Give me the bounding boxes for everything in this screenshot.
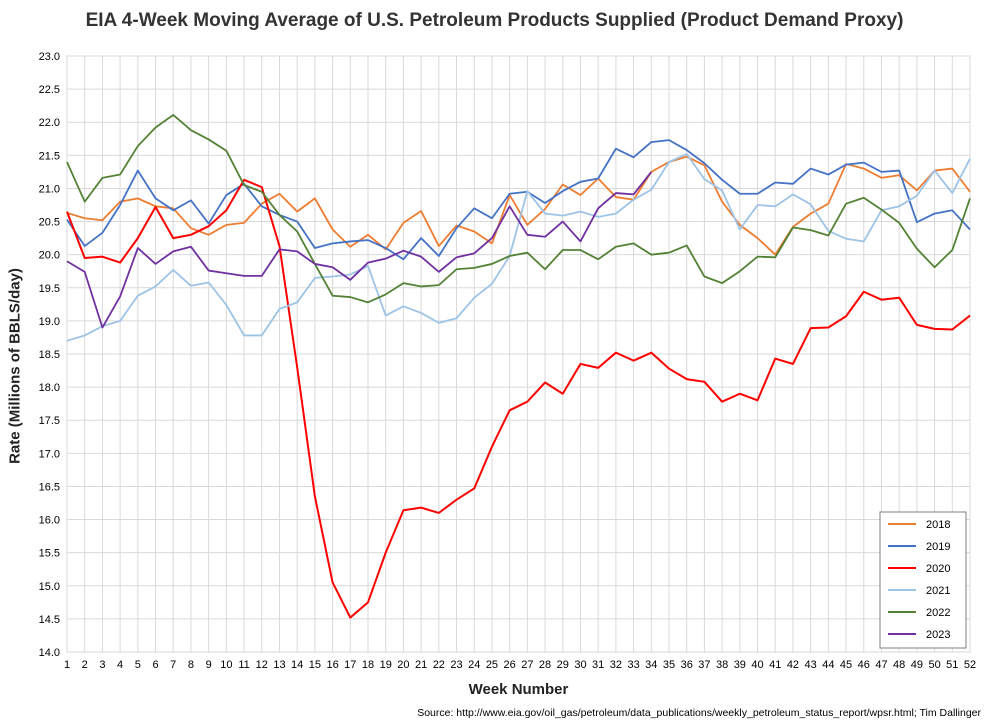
x-tick-label: 42 xyxy=(787,659,799,671)
x-tick-label: 37 xyxy=(698,659,710,671)
series-line-2021 xyxy=(66,153,971,342)
x-tick-label: 17 xyxy=(344,659,356,671)
x-tick-label: 35 xyxy=(663,659,675,671)
y-tick-label: 15.0 xyxy=(39,581,60,593)
legend-label-2021: 2021 xyxy=(926,585,950,597)
y-tick-label: 19.5 xyxy=(39,283,60,295)
y-tick-label: 16.5 xyxy=(39,481,60,493)
x-tick-label: 13 xyxy=(273,659,285,671)
y-tick-label: 21.0 xyxy=(39,183,60,195)
y-tick-label: 17.0 xyxy=(39,448,60,460)
x-tick-label: 3 xyxy=(99,659,105,671)
x-tick-label: 49 xyxy=(911,659,923,671)
x-tick-label: 44 xyxy=(822,659,834,671)
x-tick-label: 41 xyxy=(769,659,781,671)
x-tick-label: 1 xyxy=(64,659,70,671)
y-tick-label: 18.5 xyxy=(39,349,60,361)
x-tick-label: 23 xyxy=(450,659,462,671)
series-line-2019 xyxy=(66,139,971,261)
legend-label-2019: 2019 xyxy=(926,541,950,553)
legend: 2018 2019 2020 2021 2022 2023 xyxy=(879,511,967,649)
x-tick-label: 18 xyxy=(362,659,374,671)
x-tick-label: 38 xyxy=(716,659,728,671)
y-tick-label: 23.0 xyxy=(39,51,60,63)
x-tick-label: 28 xyxy=(539,659,551,671)
x-tick-label: 48 xyxy=(893,659,905,671)
legend-label-2018: 2018 xyxy=(926,519,950,531)
x-tick-label: 6 xyxy=(152,659,158,671)
tick-layer: 14.0 14.5 15.0 15.5 16.0 16.5 17.0 17.5 18.0 18.5… xyxy=(39,51,977,671)
x-tick-label: 14 xyxy=(291,659,303,671)
x-tick-label: 40 xyxy=(751,659,763,671)
chart-title: EIA 4-Week Moving Average of U.S. Petrol… xyxy=(85,10,904,31)
x-tick-label: 20 xyxy=(397,659,409,671)
y-tick-label: 21.5 xyxy=(39,150,60,162)
x-tick-label: 33 xyxy=(627,659,639,671)
x-tick-label: 26 xyxy=(504,659,516,671)
x-tick-label: 34 xyxy=(645,659,657,671)
x-axis-label: Week Number xyxy=(468,681,569,698)
series-layer xyxy=(66,114,971,619)
x-tick-label: 32 xyxy=(610,659,622,671)
legend-box xyxy=(879,511,967,649)
x-tick-label: 51 xyxy=(946,659,958,671)
x-tick-label: 45 xyxy=(840,659,852,671)
source-note: Source: http://www.eia.gov/oil_gas/petro… xyxy=(417,707,981,719)
x-tick-label: 36 xyxy=(681,659,693,671)
x-tick-label: 4 xyxy=(117,659,123,671)
legend-label-2023: 2023 xyxy=(926,629,950,641)
series-line-2018 xyxy=(66,155,971,256)
y-tick-label: 18.0 xyxy=(39,382,60,394)
x-tick-label: 2 xyxy=(82,659,88,671)
x-tick-label: 11 xyxy=(238,659,249,671)
x-tick-label: 47 xyxy=(875,659,887,671)
legend-label-2020: 2020 xyxy=(926,563,950,575)
x-tick-label: 46 xyxy=(858,659,870,671)
x-tick-label: 22 xyxy=(433,659,445,671)
y-tick-label: 17.5 xyxy=(39,415,60,427)
y-tick-label: 14.5 xyxy=(39,614,60,626)
x-tick-label: 31 xyxy=(592,659,604,671)
x-tick-label: 21 xyxy=(415,659,427,671)
x-tick-label: 52 xyxy=(964,659,976,671)
series-line-2022 xyxy=(66,114,971,304)
series-line-2020 xyxy=(66,178,971,619)
y-tick-label: 20.0 xyxy=(39,250,60,262)
series-line-2023 xyxy=(66,171,652,329)
x-tick-label: 39 xyxy=(734,659,746,671)
x-tick-label: 12 xyxy=(256,659,268,671)
x-tick-label: 7 xyxy=(170,659,176,671)
y-tick-label: 22.5 xyxy=(39,84,60,96)
y-tick-label: 14.0 xyxy=(39,647,60,659)
legend-label-2022: 2022 xyxy=(926,607,950,619)
x-tick-label: 10 xyxy=(220,659,232,671)
x-tick-label: 43 xyxy=(805,659,817,671)
y-tick-label: 19.0 xyxy=(39,316,60,328)
x-tick-label: 9 xyxy=(206,659,212,671)
x-tick-label: 19 xyxy=(380,659,392,671)
y-tick-label: 22.0 xyxy=(39,117,60,129)
x-tick-label: 30 xyxy=(574,659,586,671)
x-tick-label: 24 xyxy=(468,659,480,671)
y-tick-label: 15.5 xyxy=(39,548,60,560)
x-tick-label: 16 xyxy=(326,659,338,671)
x-tick-label: 25 xyxy=(486,659,498,671)
y-tick-label: 20.5 xyxy=(39,217,60,229)
x-tick-label: 50 xyxy=(928,659,940,671)
x-tick-label: 27 xyxy=(521,659,533,671)
x-tick-label: 8 xyxy=(188,659,194,671)
x-tick-label: 15 xyxy=(309,659,321,671)
y-tick-label: 16.0 xyxy=(39,515,60,527)
x-tick-label: 5 xyxy=(135,659,141,671)
x-tick-label: 29 xyxy=(557,659,569,671)
